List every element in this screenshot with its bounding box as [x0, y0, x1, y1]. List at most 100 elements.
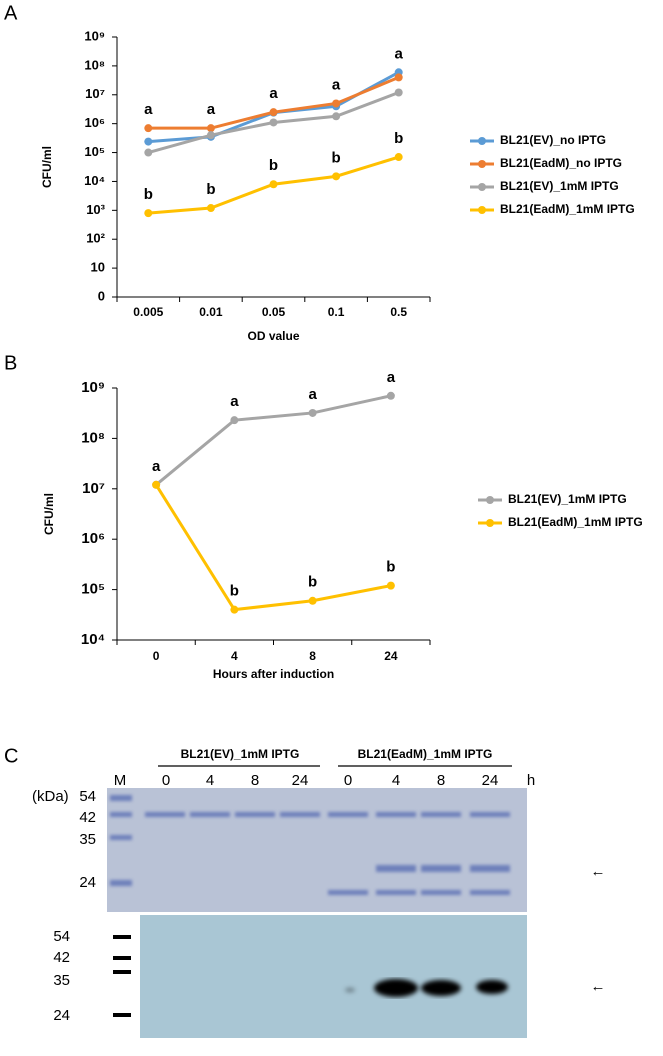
point	[332, 172, 341, 181]
point	[332, 99, 341, 108]
significance-letter: a	[387, 369, 396, 386]
y-tick-label: 10⁹	[81, 379, 105, 396]
point	[394, 153, 403, 162]
x-tick-label: 0.05	[262, 305, 286, 319]
point	[386, 391, 395, 400]
legend-marker	[486, 496, 494, 504]
point	[206, 204, 215, 213]
marker-label: 24	[79, 874, 96, 891]
point	[394, 88, 403, 97]
significance-letter: a	[144, 101, 153, 118]
y-tick-label: 10²	[86, 231, 105, 246]
point	[144, 148, 153, 157]
legend-label: BL21(EadM)_1mM IPTG	[500, 202, 635, 216]
gel-top	[107, 788, 527, 912]
point	[144, 124, 153, 133]
y-tick-label: 10⁷	[82, 480, 105, 497]
x-tick-label: 4	[231, 649, 238, 663]
y-tick-label: 10³	[86, 202, 105, 217]
marker-label: 54	[79, 788, 96, 805]
y-tick-label: 10	[91, 260, 105, 275]
group-label: BL21(EadM)_1mM IPTG	[358, 747, 493, 761]
significance-letter: a	[230, 393, 239, 410]
unit-label: (kDa)	[32, 788, 69, 805]
point	[206, 124, 215, 133]
lane-label: 0	[162, 772, 170, 789]
x-axis-title: OD value	[247, 329, 299, 343]
point	[386, 581, 395, 590]
lane-label: 24	[482, 772, 499, 789]
point	[144, 137, 153, 146]
point	[332, 112, 341, 121]
significance-letter: b	[308, 574, 317, 591]
legend-marker	[478, 206, 486, 214]
y-tick-label: 10⁶	[85, 115, 105, 130]
lane-label: 4	[392, 772, 400, 789]
significance-letter: b	[230, 583, 239, 600]
legend-label: BL21(EV)_1mM IPTG	[500, 179, 619, 193]
y-tick-label: 10⁷	[85, 86, 105, 101]
series-line	[155, 394, 392, 486]
y-tick-label: 10⁴	[84, 173, 105, 188]
series-line	[154, 484, 392, 612]
legend-label: BL21(EV)_1mM IPTG	[508, 492, 627, 506]
x-tick-label: 0.1	[328, 305, 345, 319]
y-tick-label: 10⁹	[84, 28, 105, 43]
point	[269, 118, 278, 127]
legend-marker	[486, 519, 494, 527]
point	[152, 480, 161, 489]
gel: ← ←	[107, 765, 606, 1038]
lane-label: 8	[251, 772, 259, 789]
significance-letter: b	[386, 559, 395, 576]
gel-bottom	[140, 915, 527, 1038]
x-tick-label: 0	[153, 649, 160, 663]
significance-letter: b	[144, 186, 153, 203]
significance-letter: a	[269, 85, 278, 102]
significance-letter: a	[332, 76, 341, 93]
point	[269, 180, 278, 189]
lane-label: 8	[437, 772, 445, 789]
panel-label: A	[4, 2, 18, 24]
arrow: ←	[591, 863, 606, 880]
x-tick-label: 8	[309, 649, 316, 663]
significance-letter: b	[269, 157, 278, 174]
legend-marker	[478, 160, 486, 168]
marker-label: 35	[79, 831, 96, 848]
y-axis-title: CFU/ml	[42, 493, 56, 535]
y-tick-label: 10⁸	[81, 429, 105, 446]
y-tick-label: 10⁵	[84, 144, 105, 159]
x-tick-label: 0.005	[133, 305, 163, 319]
x-axis-title: Hours after induction	[213, 667, 334, 681]
marker-label: 42	[79, 809, 96, 826]
significance-letter: a	[395, 45, 404, 62]
marker-dashes	[113, 935, 131, 1017]
significance-letter: b	[206, 181, 215, 198]
legend-label: BL21(EadM)_no IPTG	[500, 156, 622, 170]
x-tick-label: 0.01	[199, 305, 223, 319]
arrow: ←	[591, 978, 606, 995]
point	[394, 73, 403, 82]
significance-letter: a	[207, 101, 216, 118]
panel-label: B	[4, 352, 17, 374]
y-tick-label: 10⁴	[81, 631, 105, 648]
lane-label: M	[114, 772, 127, 789]
significance-letter: a	[308, 386, 317, 403]
marker-label: 42	[53, 949, 70, 966]
point	[230, 605, 239, 614]
point	[206, 131, 215, 140]
legend-label: BL21(EadM)_1mM IPTG	[508, 515, 643, 529]
group-label: BL21(EV)_1mM IPTG	[181, 747, 300, 761]
x-tick-label: 24	[384, 649, 398, 663]
marker-label: 54	[53, 928, 70, 945]
marker-label: 24	[53, 1007, 70, 1024]
lane-label: 0	[344, 772, 352, 789]
y-tick-label: 10⁵	[81, 581, 105, 598]
gel-bands	[110, 795, 510, 895]
marker-label: 35	[53, 972, 70, 989]
point	[308, 408, 317, 417]
legend-label: BL21(EV)_no IPTG	[500, 133, 606, 147]
panel-label: C	[4, 745, 18, 767]
x-tick-label: 0.5	[390, 305, 407, 319]
legend-marker	[478, 137, 486, 145]
significance-letter: a	[152, 458, 161, 475]
